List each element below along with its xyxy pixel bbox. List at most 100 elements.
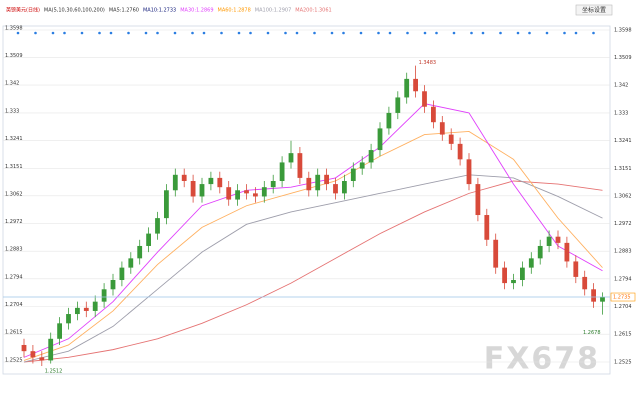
y-tick-label-right: 1.2704 [614,304,632,310]
candle-body [235,190,240,200]
y-tick-label-right: 1.2794 [614,276,632,282]
event-marker[interactable] [481,31,485,35]
y-tick-label: 1.2704 [5,302,23,308]
event-marker[interactable] [51,31,55,35]
event-marker[interactable] [545,31,549,35]
header-label: MA10:1.2733 [143,8,176,14]
candle-body [439,122,445,135]
event-marker[interactable] [377,31,380,35]
y-tick-label: 1.2525 [5,358,23,364]
settings-button-label[interactable]: 坐标设置 [582,6,606,14]
y-tick-label-right: 1.333 [614,110,628,116]
candle-body [386,112,392,129]
candle-body [466,159,472,185]
event-marker[interactable] [63,31,66,35]
event-marker[interactable] [563,31,566,35]
y-tick-label: 1.2972 [5,219,23,225]
event-marker[interactable] [574,31,578,35]
candle-body [253,193,258,197]
event-marker[interactable] [388,31,392,35]
candle-body [119,267,125,281]
y-tick-label: 1.333 [5,108,19,114]
event-marker[interactable] [191,31,194,35]
event-marker[interactable] [284,31,287,35]
event-marker[interactable] [295,31,299,35]
candle-body [555,236,561,243]
settings-button[interactable] [575,4,613,16]
y-tick-label-right: 1.2972 [614,221,632,227]
event-marker[interactable] [342,31,345,35]
event-marker[interactable] [127,31,130,35]
y-tick-label: 1.2615 [5,330,23,336]
event-marker[interactable] [499,31,502,35]
header-label: MA(5,10,30,60,100,200) [44,8,105,14]
event-marker[interactable] [313,31,316,35]
candle-body [30,351,36,358]
event-marker[interactable] [16,31,20,35]
candle-body [493,239,499,268]
plot-frame [2,25,611,375]
candle-body [137,245,143,259]
event-marker[interactable] [423,31,427,35]
event-marker[interactable] [109,31,113,35]
header-label: MA100:1.2907 [255,8,291,14]
high-annotation: 1.3483 [419,60,437,66]
candle-body [288,153,294,163]
candle-body [75,307,80,315]
y-tick-label: 1.342 [5,81,19,87]
y-tick-label: 1.2883 [5,247,23,253]
candle-body [537,245,543,259]
candle-body [92,301,98,311]
event-marker[interactable] [156,31,159,35]
candle-body [172,174,178,191]
y-tick-label: 1.3509 [5,53,23,59]
y-tick-label: 1.3062 [5,191,23,197]
event-marker[interactable] [470,31,473,35]
candle-body [528,258,534,268]
event-marker[interactable] [330,31,334,35]
candle-body [270,180,276,188]
candle-body [350,168,356,181]
event-marker[interactable] [406,31,409,35]
current-price-label: 1.2735 [613,295,631,301]
event-marker[interactable] [80,31,84,35]
candle-body [57,323,62,339]
event-marker[interactable] [266,31,270,35]
event-marker[interactable] [452,31,456,35]
event-marker[interactable] [435,31,438,35]
moving-average-line [23,180,603,363]
candle-body [226,187,232,200]
event-marker[interactable] [144,31,148,35]
event-marker[interactable] [237,31,241,35]
event-marker[interactable] [592,31,595,35]
event-marker[interactable] [528,31,531,35]
event-marker[interactable] [220,31,223,35]
candle-body [110,280,116,290]
candle-body [546,236,552,246]
event-marker[interactable] [202,31,206,35]
candle-body [48,338,54,361]
event-marker[interactable] [516,31,520,35]
event-marker[interactable] [34,31,37,35]
event-marker[interactable] [249,31,252,35]
candle-body [564,242,570,262]
event-marker[interactable] [173,31,177,35]
moving-average-line [23,131,603,361]
candle-body [404,78,410,98]
candle-body [39,357,45,361]
y-tick-label: 1.3598 [5,26,23,32]
y-tick-label: 1.3241 [5,136,23,142]
candle-body [155,218,160,234]
y-tick-label-right: 1.3062 [614,193,632,199]
moving-average-line [23,174,603,363]
candle-body [573,261,579,277]
event-marker[interactable] [359,31,363,35]
y-tick-label: 1.3151 [5,164,23,170]
event-marker[interactable] [98,31,101,35]
candle-body [261,187,267,197]
low-annotation: 1.2512 [45,369,63,375]
candle-body [600,297,605,302]
